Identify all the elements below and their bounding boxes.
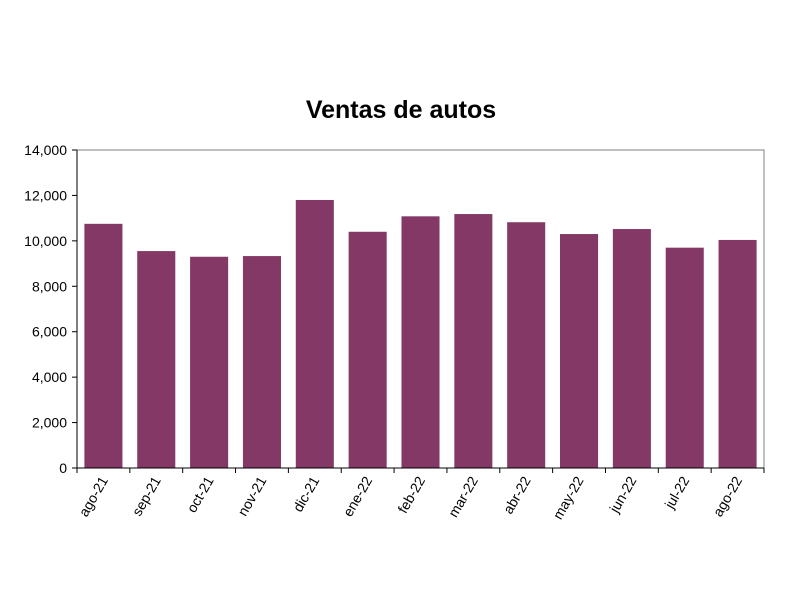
y-tick-label: 8,000 [32, 278, 67, 294]
x-tick-label: ago-21 [75, 473, 111, 519]
x-tick-label: mar-22 [445, 473, 481, 520]
y-tick-label: 2,000 [32, 415, 67, 431]
bar-ene-22 [348, 231, 387, 468]
y-tick-label: 14,000 [24, 142, 67, 158]
y-tick-label: 10,000 [24, 233, 67, 249]
x-tick-label: feb-22 [394, 473, 428, 516]
bar-ago-22 [718, 239, 757, 468]
bar-jun-22 [612, 229, 651, 468]
x-tick-label: nov-21 [234, 473, 269, 518]
axes-group: 0 2,000 4,000 6,000 8,000 10,000 12,000 14,000 a… [24, 142, 765, 522]
bar-mar-22 [454, 214, 493, 468]
bar-ago-21 [84, 223, 123, 468]
x-tick-label: ene-22 [340, 473, 376, 519]
chart-title: Ventas de autos [306, 96, 496, 124]
x-tick-label: may-22 [549, 473, 586, 522]
x-tick-label: oct-21 [183, 473, 216, 515]
x-tick-label: dic-21 [289, 473, 322, 514]
bar-may-22 [560, 234, 599, 468]
bar-feb-22 [401, 216, 440, 468]
bar-sep-21 [137, 251, 176, 468]
bars-group [84, 199, 757, 468]
y-tick-label: 4,000 [32, 369, 67, 385]
y-tick-label: 0 [59, 460, 67, 476]
bar-nov-21 [242, 256, 281, 468]
bar-dic-21 [295, 199, 334, 468]
y-tick-label: 12,000 [24, 187, 67, 203]
x-tick-label: sep-21 [129, 473, 164, 518]
bar-jul-22 [665, 247, 704, 468]
x-tick-label: abr-22 [500, 473, 534, 516]
x-tick-label: jul-22 [661, 473, 693, 512]
bar-abr-22 [507, 222, 546, 468]
bar-oct-21 [190, 256, 229, 468]
x-tick-label: ago-22 [710, 473, 746, 519]
y-tick-label: 6,000 [32, 324, 67, 340]
x-tick-label: jun-22 [606, 473, 640, 516]
